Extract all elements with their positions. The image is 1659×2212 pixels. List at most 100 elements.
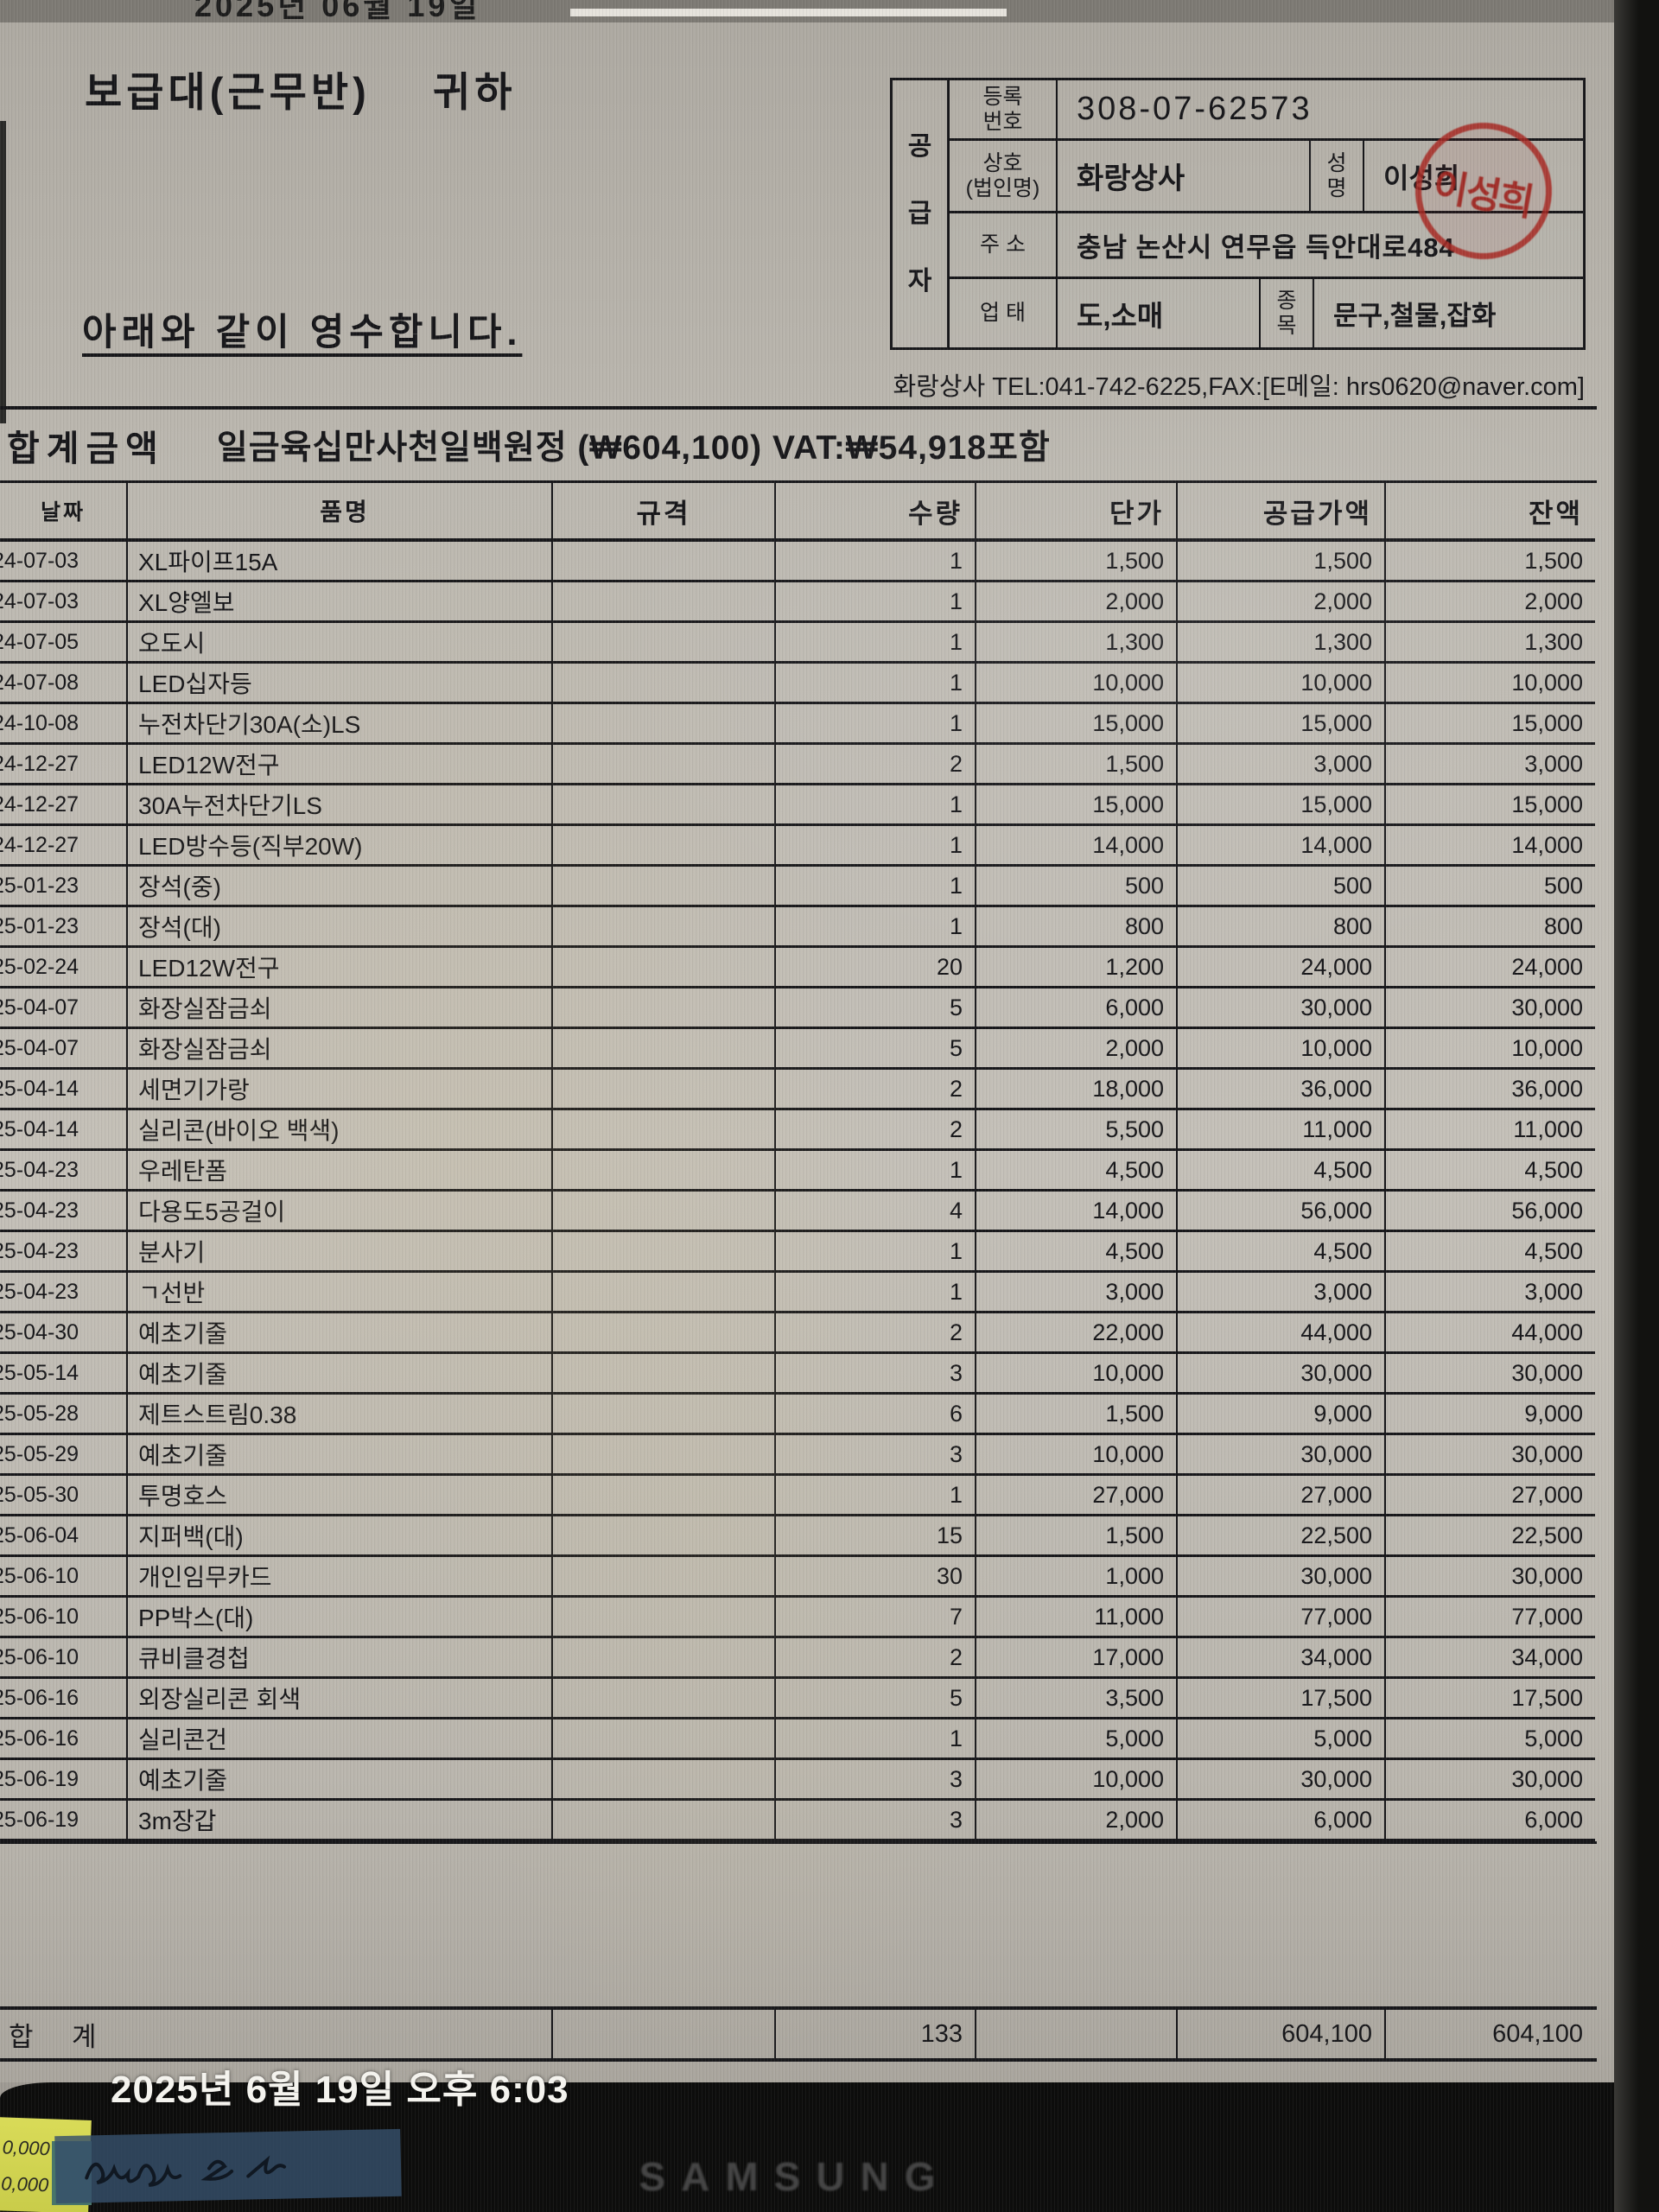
table-cell: 1,300 <box>1178 623 1386 664</box>
table-cell <box>553 1395 776 1435</box>
grand-total-balance: 604,100 <box>1492 2019 1583 2048</box>
table-cell: 25-05-14 <box>0 1354 128 1395</box>
table-cell: 4 <box>776 1192 976 1232</box>
business-type-label: 업 태 <box>950 279 1058 347</box>
table-cell: 지퍼백(대) <box>128 1516 553 1557</box>
receipt-statement: 아래와 같이 영수합니다. <box>82 312 523 353</box>
table-cell: 25-01-23 <box>0 867 128 907</box>
table-cell: 1,200 <box>976 948 1178 988</box>
table-cell: 14,000 <box>1386 826 1595 867</box>
category-value: 문구,철물,잡화 <box>1333 301 1497 331</box>
table-cell: ㄱ선반 <box>128 1273 553 1313</box>
table-cell: 4,500 <box>1386 1151 1595 1192</box>
table-cell: 25-06-16 <box>0 1679 128 1719</box>
table-cell: 2 <box>776 1313 976 1354</box>
table-cell <box>553 1029 776 1070</box>
table-cell: 1 <box>776 1476 976 1516</box>
table-cell: 25-05-28 <box>0 1395 128 1435</box>
table-cell: 5 <box>776 988 976 1029</box>
table-cell: 25-06-19 <box>0 1801 128 1841</box>
table-cell: 500 <box>976 867 1178 907</box>
representative-name-value: 이성희 <box>1383 162 1460 194</box>
table-cell <box>553 542 776 582</box>
table-cell: 25-04-30 <box>0 1313 128 1354</box>
page-top-edge-line <box>570 9 1007 16</box>
table-cell: 7 <box>776 1598 976 1638</box>
table-cell: 예초기줄 <box>128 1435 553 1476</box>
table-cell: 800 <box>1178 907 1386 948</box>
column-header-3: 수량 <box>776 483 976 542</box>
table-cell: 누전차단기30A(소)LS <box>128 704 553 745</box>
table-cell: 25-06-16 <box>0 1719 128 1760</box>
table-cell: 25-05-29 <box>0 1435 128 1476</box>
table-cell <box>553 745 776 785</box>
table-cell: 3,000 <box>976 1273 1178 1313</box>
table-cell: 44,000 <box>1386 1313 1595 1354</box>
table-cell: 25-04-23 <box>0 1192 128 1232</box>
table-cell: 25-06-04 <box>0 1516 128 1557</box>
table-cell: 24-07-05 <box>0 623 128 664</box>
table-cell: 5,000 <box>1386 1719 1595 1760</box>
table-cell: 1,000 <box>976 1557 1178 1598</box>
supplier-side-label: 공 급 자 <box>893 80 950 347</box>
monitor-right-bezel <box>1614 0 1659 2212</box>
table-cell <box>553 1354 776 1395</box>
supplier-row-trade-name: 상호 (법인명) 화랑상사 성 명 이성희 <box>950 141 1583 213</box>
table-cell: 27,000 <box>1386 1476 1595 1516</box>
table-cell: 800 <box>1386 907 1595 948</box>
table-cell <box>553 988 776 1029</box>
table-cell <box>553 1110 776 1151</box>
table-cell: 10,000 <box>1386 664 1595 704</box>
total-amount-line: 합계금액 일금육십만사천일백원정 (₩604,100) VAT:₩54,918포… <box>0 406 1597 480</box>
table-cell: 6 <box>776 1395 976 1435</box>
table-cell: 500 <box>1178 867 1386 907</box>
table-cell: 15,000 <box>1386 704 1595 745</box>
table-cell: 3 <box>776 1435 976 1476</box>
table-cell <box>553 867 776 907</box>
table-cell: 10,000 <box>1178 664 1386 704</box>
table-cell: 1 <box>776 907 976 948</box>
table-cell: 화장실잠금쇠 <box>128 1029 553 1070</box>
table-cell: 77,000 <box>1386 1598 1595 1638</box>
table-cell: 17,500 <box>1386 1679 1595 1719</box>
table-cell: 2 <box>776 1110 976 1151</box>
table-cell: 6,000 <box>1386 1801 1595 1841</box>
table-cell: 44,000 <box>1178 1313 1386 1354</box>
table-cell: 5 <box>776 1029 976 1070</box>
table-cell: 장석(중) <box>128 867 553 907</box>
samsung-logo: SAMSUNG <box>639 2154 951 2199</box>
table-cell: 1 <box>776 1232 976 1273</box>
table-cell: 25-06-10 <box>0 1557 128 1598</box>
table-cell: 15,000 <box>976 785 1178 826</box>
table-cell <box>553 1476 776 1516</box>
supplier-info-box: 공 급 자 등록 번호 308-07-62573 상호 (법인명) 화랑상사 성… <box>890 78 1586 350</box>
table-cell: 2 <box>776 1070 976 1110</box>
table-cell: 30,000 <box>1386 1354 1595 1395</box>
table-cell: 3,000 <box>1178 1273 1386 1313</box>
table-cell: 24-07-03 <box>0 582 128 623</box>
table-cell: XL파이프15A <box>128 542 553 582</box>
table-cell: LED12W전구 <box>128 745 553 785</box>
table-cell: 3 <box>776 1354 976 1395</box>
table-cell: 2,000 <box>1178 582 1386 623</box>
table-cell <box>553 1557 776 1598</box>
table-cell: 34,000 <box>1178 1638 1386 1679</box>
table-cell: 24-12-27 <box>0 826 128 867</box>
table-cell: 30A누전차단기LS <box>128 785 553 826</box>
items-table: 날짜 품명 규격 수량 단가 공급가액 잔액 24-07-03 XL파이프15A 1 1,500 1,… <box>0 480 1597 1844</box>
business-type-value: 도,소매 <box>1058 279 1261 347</box>
table-cell: PP박스(대) <box>128 1598 553 1638</box>
table-cell: 22,000 <box>976 1313 1178 1354</box>
table-cell: 24,000 <box>1178 948 1386 988</box>
table-cell: 22,500 <box>1178 1516 1386 1557</box>
table-cell <box>553 623 776 664</box>
table-cell <box>553 785 776 826</box>
address-label: 주 소 <box>950 213 1058 276</box>
table-cell: 5,000 <box>976 1719 1178 1760</box>
table-cell <box>553 582 776 623</box>
grand-total-spec-cell <box>553 2010 776 2058</box>
table-cell: 1 <box>776 1719 976 1760</box>
table-cell: 실리콘건 <box>128 1719 553 1760</box>
table-cell: 개인임무카드 <box>128 1557 553 1598</box>
table-cell: 15,000 <box>1178 704 1386 745</box>
